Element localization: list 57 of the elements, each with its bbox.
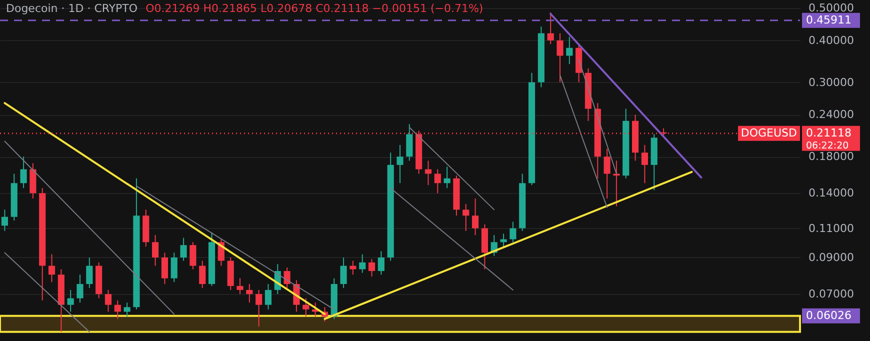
candlestick — [30, 162, 36, 199]
ref-line-label: 0.21118 — [806, 126, 852, 140]
chart-subtitle: O0.21269 H0.21865 L0.20678 C0.21118 −0.00151 (−0.71%) — [146, 2, 484, 15]
candlestick — [641, 144, 648, 184]
chart-title: Dogecoin · 1D · CRYPTO — [6, 2, 138, 15]
candlestick — [424, 160, 432, 186]
candlestick — [302, 298, 310, 317]
candlestick — [246, 284, 253, 304]
candlestick — [124, 302, 130, 317]
ref-line-label: 0.45911 — [806, 13, 852, 26]
candlestick — [161, 252, 168, 285]
candlestick — [547, 12, 554, 45]
y-tick-label: 0.50000 — [808, 1, 854, 14]
candlestick — [20, 156, 27, 189]
candlestick — [76, 274, 84, 304]
candlestick — [284, 267, 290, 288]
band-label: 0.06026 — [806, 308, 852, 322]
candlestick — [556, 32, 564, 83]
candlestick — [500, 233, 507, 248]
y-tick-label: 0.40000 — [808, 34, 854, 47]
candlestick — [378, 250, 384, 276]
candlestick — [510, 221, 516, 243]
annotation: DOGEUSD — [740, 126, 797, 140]
candlestick — [180, 237, 187, 262]
candlestick — [350, 260, 356, 276]
candlestick — [67, 289, 74, 312]
y-tick-label: 0.30000 — [808, 76, 854, 89]
candlestick — [406, 124, 413, 162]
candlestick — [340, 256, 347, 288]
y-tick-label: 0.07000 — [808, 288, 854, 301]
candlestick — [190, 242, 196, 270]
candlestick — [152, 234, 159, 266]
candlestick — [1, 209, 8, 232]
candlestick — [256, 289, 262, 328]
candlestick — [368, 258, 376, 277]
candlestick — [236, 278, 244, 295]
text: 06:22:20 — [806, 140, 849, 152]
candlestick — [86, 256, 93, 288]
candlestick — [264, 284, 272, 310]
candlestick — [444, 166, 450, 189]
candlestick — [170, 252, 178, 283]
y-tick-label: 0.14000 — [808, 186, 854, 200]
candlestick — [396, 144, 404, 184]
candlestick — [462, 203, 470, 232]
candlestick — [104, 289, 112, 312]
candlestick — [199, 260, 206, 288]
candlestick — [48, 254, 56, 283]
candlestick — [472, 198, 479, 236]
y-tick-label: 0.11000 — [808, 222, 854, 235]
candlestick — [434, 168, 441, 194]
candlestick — [359, 254, 366, 274]
candlestick — [566, 36, 573, 65]
y-tick-label: 0.24000 — [808, 108, 854, 122]
y-tick-label: 0.09000 — [808, 250, 854, 264]
candlestick — [114, 300, 121, 320]
candlestick — [604, 148, 610, 199]
y-tick-label: 0.18000 — [808, 150, 854, 164]
